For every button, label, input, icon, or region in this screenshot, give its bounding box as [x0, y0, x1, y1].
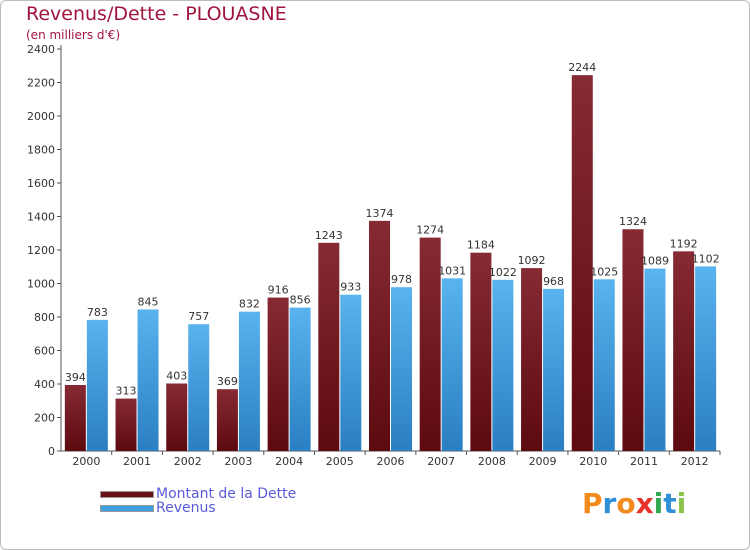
data-label-debt-2002: 403	[166, 369, 187, 382]
y-tick-label: 2200	[27, 77, 55, 90]
bar-revenue-2009	[543, 288, 565, 451]
bar-revenue-2005	[340, 294, 362, 451]
bar-debt-2006	[369, 220, 390, 451]
bar-revenue-2012	[695, 266, 717, 451]
y-tick-label: 1000	[27, 278, 55, 291]
data-label-revenue-2005: 933	[340, 281, 361, 294]
chart-title: Revenus/Dette - PLOUASNE	[26, 3, 287, 25]
bar-revenue-2004	[289, 307, 311, 451]
logo-letter: r	[602, 487, 617, 520]
bar-revenue-2006	[391, 287, 412, 451]
chart-subtitle: (en milliers d'€)	[26, 28, 121, 42]
data-label-revenue-2007: 1031	[438, 264, 466, 277]
x-tick-label: 2002	[174, 455, 202, 468]
bar-debt-2011	[622, 229, 644, 451]
data-label-debt-2012: 1192	[670, 237, 698, 250]
bar-debt-2012	[673, 251, 695, 451]
bar-revenue-2010	[593, 279, 615, 451]
bars	[64, 75, 717, 451]
data-label-debt-2003: 369	[217, 375, 238, 388]
y-tick-label: 1200	[27, 244, 55, 257]
legend-label-debt: Montant de la Dette	[156, 486, 297, 502]
data-label-debt-2001: 313	[116, 385, 137, 398]
bar-debt-2009	[521, 268, 543, 451]
bar-debt-2007	[419, 237, 441, 451]
bar-revenue-2011	[644, 268, 666, 451]
legend-swatch-debt	[100, 490, 154, 498]
proxiti-logo: Proxiti	[582, 487, 686, 520]
data-label-debt-2000: 394	[65, 371, 86, 384]
y-tick-label: 600	[34, 345, 55, 358]
logo-letter: i	[653, 487, 664, 520]
data-label-revenue-2003: 832	[239, 298, 260, 311]
bar-revenue-2008	[492, 279, 514, 451]
legend-item-revenue: Revenus	[100, 500, 216, 516]
data-label-debt-2011: 1324	[619, 215, 647, 228]
data-label-revenue-2012: 1102	[692, 252, 720, 265]
y-tick-label: 1600	[27, 177, 55, 190]
bar-revenue-2001	[137, 309, 159, 451]
x-tick-label: 2008	[478, 455, 506, 468]
data-label-debt-2008: 1184	[467, 239, 495, 252]
data-label-revenue-2011: 1089	[641, 255, 669, 268]
data-label-revenue-2006: 978	[391, 273, 412, 286]
legend-label-revenue: Revenus	[156, 500, 216, 516]
logo-letter: i	[676, 487, 687, 520]
y-tick-label: 400	[34, 378, 55, 391]
y-tick-label: 1400	[27, 211, 55, 224]
bar-revenue-2002	[188, 324, 210, 451]
logo-letter: t	[663, 487, 677, 520]
bar-revenue-2003	[238, 311, 260, 451]
bar-debt-2010	[571, 75, 593, 451]
y-tick-label: 200	[34, 412, 55, 425]
x-tick-label: 2009	[529, 455, 557, 468]
logo-letter: P	[582, 487, 603, 520]
bar-debt-2003	[216, 389, 238, 451]
data-label-revenue-2002: 757	[188, 310, 209, 323]
bar-debt-2005	[318, 242, 340, 451]
data-label-debt-2010: 2244	[568, 61, 596, 74]
y-tick-label: 2000	[27, 110, 55, 123]
x-tick-label: 2003	[224, 455, 252, 468]
data-label-revenue-2004: 856	[290, 294, 311, 307]
x-tick-label: 2006	[377, 455, 405, 468]
x-tick-label: 2005	[326, 455, 354, 468]
data-label-revenue-2009: 968	[543, 275, 564, 288]
bar-revenue-2007	[441, 278, 463, 451]
x-tick-label: 2004	[275, 455, 303, 468]
bar-revenue-2000	[86, 319, 108, 451]
y-tick-label: 0	[48, 445, 55, 458]
data-label-debt-2006: 1374	[366, 207, 394, 220]
bar-debt-2001	[115, 398, 137, 451]
data-label-debt-2005: 1243	[315, 229, 343, 242]
bar-debt-2000	[64, 385, 86, 451]
x-tick-label: 2001	[123, 455, 151, 468]
x-tick-label: 2011	[630, 455, 658, 468]
bar-debt-2004	[267, 297, 289, 451]
data-label-revenue-2008: 1022	[489, 266, 517, 279]
x-tick-label: 2012	[681, 455, 709, 468]
data-label-revenue-2010: 1025	[590, 265, 618, 278]
y-tick-label: 800	[34, 311, 55, 324]
bar-debt-2002	[166, 383, 188, 451]
bar-debt-2008	[470, 252, 492, 451]
x-tick-label: 2007	[427, 455, 455, 468]
data-label-debt-2004: 916	[268, 284, 289, 297]
logo-letter: x	[635, 487, 654, 520]
x-tick-label: 2010	[579, 455, 607, 468]
y-tick-label: 2400	[27, 43, 55, 56]
legend-swatch-revenue	[100, 504, 154, 512]
legend-item-debt: Montant de la Dette	[100, 486, 296, 502]
axes: 0 200 400 600 800 1000 1200 1400 1600 1800 2000 220…	[27, 43, 721, 468]
data-label-debt-2009: 1092	[518, 254, 546, 267]
x-tick-label: 2000	[72, 455, 100, 468]
logo-letter: o	[616, 487, 636, 520]
data-label-debt-2007: 1274	[416, 224, 444, 237]
data-label-revenue-2001: 845	[138, 295, 159, 308]
data-label-revenue-2000: 783	[87, 306, 108, 319]
y-tick-label: 1800	[27, 144, 55, 157]
